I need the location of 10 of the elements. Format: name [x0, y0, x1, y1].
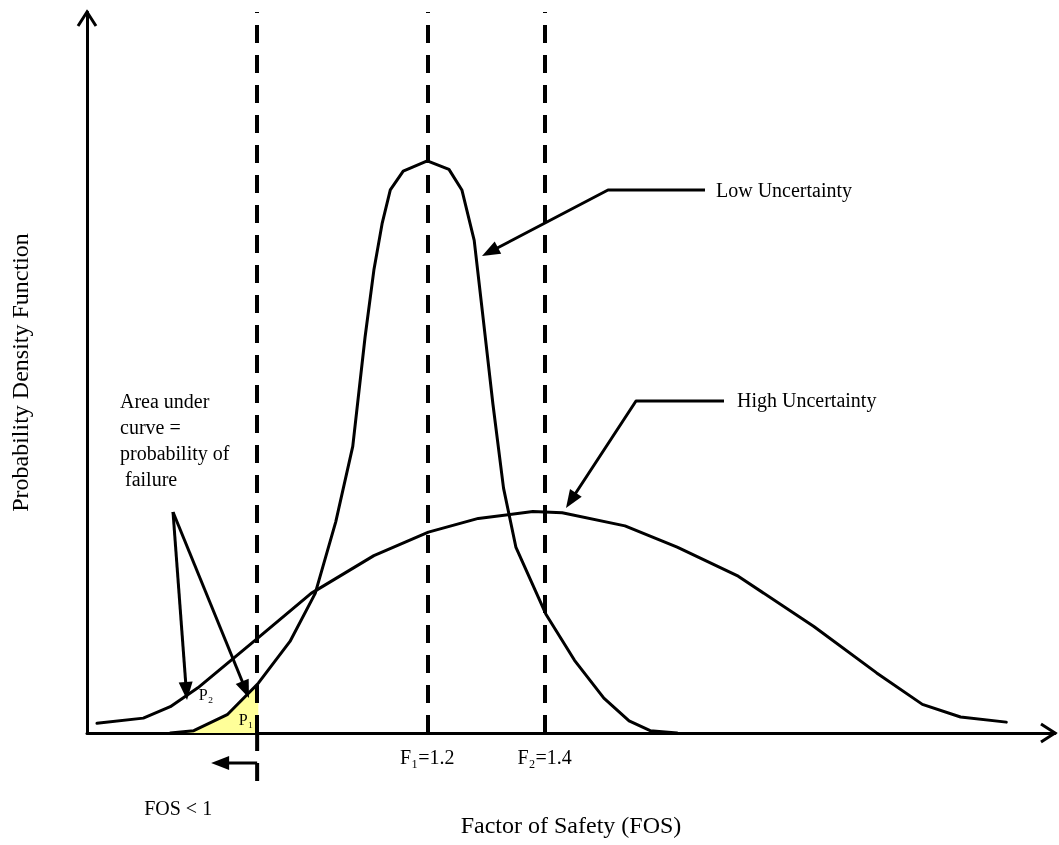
ref-line-label: FOS < 1 [144, 797, 213, 819]
annotation: Area under curve = probability of failure [120, 390, 230, 490]
x-tick-label: F₂=1.4 [517, 746, 572, 768]
y-axis-title: Probability Density Function [7, 233, 33, 512]
annotation: High Uncertainty [737, 389, 877, 412]
annotation: Low Uncertainty [716, 179, 853, 202]
annotation: P₁ [238, 710, 254, 728]
annotation: P₂ [198, 685, 214, 703]
x-axis-title: Factor of Safety (FOS) [460, 812, 682, 838]
x-tick-label: F₁=1.2 [400, 746, 455, 768]
